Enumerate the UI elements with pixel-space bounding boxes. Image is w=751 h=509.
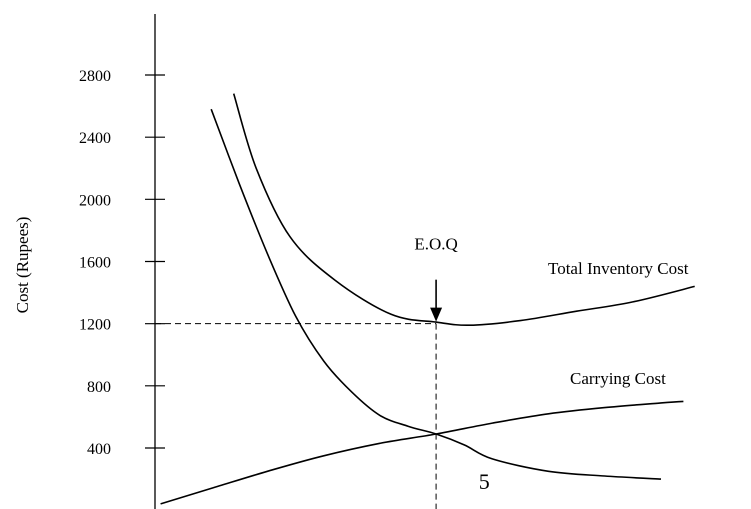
- y-tick-label: 800: [87, 379, 111, 396]
- eoq-label: E.O.Q: [414, 235, 457, 254]
- series-group: [160, 93, 695, 505]
- carrying-cost-label: Carrying Cost: [570, 369, 666, 388]
- y-axis-title: Cost (Rupees): [13, 217, 32, 314]
- x-marker-label: 5: [479, 469, 490, 494]
- total-inventory-cost-label: Total Inventory Cost: [548, 259, 689, 278]
- y-tick-label: 1600: [79, 255, 111, 272]
- y-tick-label: 2000: [79, 192, 111, 209]
- total-inventory-cost-curve: [232, 93, 695, 327]
- y-tick-label: 1200: [79, 317, 111, 334]
- carrying-cost-curve: [160, 400, 684, 505]
- y-tick-label: 400: [87, 441, 111, 458]
- y-tick-label: 2800: [79, 68, 111, 85]
- eoq-arrow-icon: [430, 307, 443, 322]
- y-tick-label: 2400: [79, 130, 111, 147]
- ordering-cost-curve: [210, 108, 662, 480]
- y-axis-ticks: 400 800 1200 1600 2000 2400 2800: [79, 68, 165, 458]
